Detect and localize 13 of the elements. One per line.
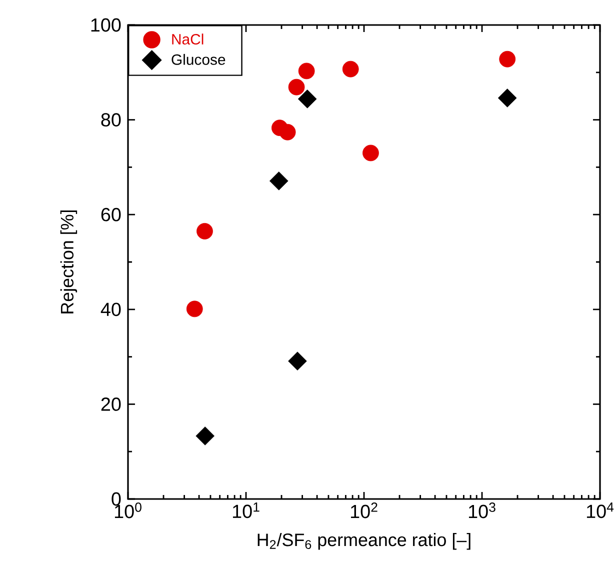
x-tick-label: 10$^{4}$	[586, 502, 614, 518]
y-tick-label: 40	[100, 302, 121, 316]
y-tick-label: 100	[91, 18, 121, 32]
legend-label: Glucose	[172, 54, 226, 65]
y-tick-label: 20	[101, 397, 121, 411]
y-axis-title: Rejection [%]	[60, 210, 78, 314]
x-tick-label: 10$^{3}$	[468, 502, 496, 518]
x-axis-title: H$_{2}$/SF$_{6}$ permeance ratio [–]	[258, 533, 470, 550]
y-tick-label: 60	[101, 208, 121, 222]
legend-label: NaCl	[172, 34, 204, 45]
x-tick-label: 10$^{2}$	[350, 502, 378, 518]
x-tick-label: 10$^{1}$	[232, 502, 260, 518]
y-tick-label: 80	[101, 113, 121, 126]
